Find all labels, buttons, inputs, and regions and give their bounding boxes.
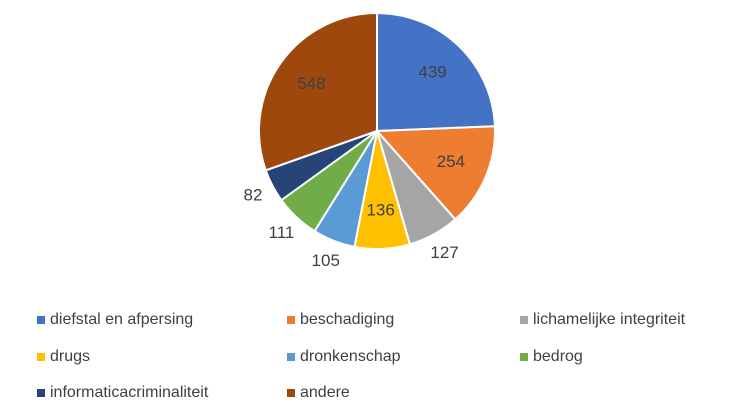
legend-marker [287,316,295,324]
data-label: 82 [244,185,263,204]
data-label: 548 [297,74,325,93]
data-label: 136 [366,201,394,220]
legend-marker [520,316,528,324]
legend-label: dronkenschap [300,348,401,365]
legend-label: lichamelijke integriteit [533,311,686,328]
legend-label: informaticacriminaliteit [50,384,209,401]
legend-marker [37,353,45,361]
legend-label: bedrog [533,348,583,365]
pie-slice [374,125,496,221]
legend-label: diefstal en afpersing [50,311,193,328]
legend-marker [287,389,295,397]
legend-label: beschadiging [300,311,394,328]
legend-label: andere [300,384,350,401]
data-label: 127 [430,243,458,262]
pie-slice [258,11,378,172]
pie-slice [376,11,496,133]
legend-marker [37,316,45,324]
data-label: 254 [437,152,465,171]
legend-marker [37,389,45,397]
data-label: 111 [269,223,295,242]
legend-marker [287,353,295,361]
legend-marker [520,353,528,361]
data-label: 439 [418,63,446,82]
legend-label: drugs [50,348,90,365]
data-label: 105 [312,251,340,270]
